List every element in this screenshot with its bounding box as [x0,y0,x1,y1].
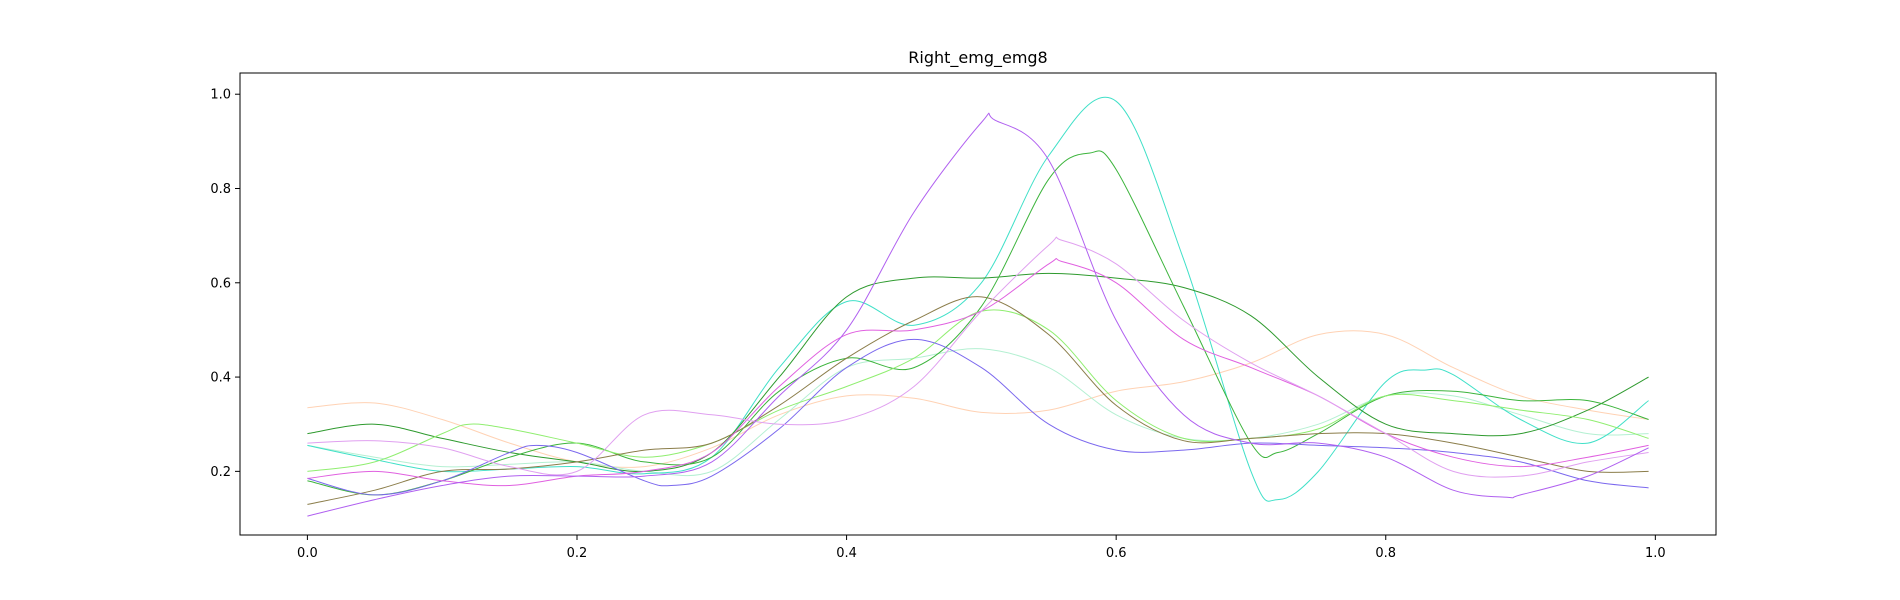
y-axis: 0.2 0.4 0.6 0.8 1.0 [210,88,240,480]
series-line-11 [307,112,1649,517]
series-line-9 [307,257,1649,487]
series-line-4 [307,272,1649,473]
series-line-1 [307,330,1649,468]
chart-title: Right_emg_emg8 [908,48,1047,68]
series-line-2 [307,348,1649,477]
x-tick-label: 0.8 [1375,546,1396,561]
x-tick-label: 0.2 [567,546,588,561]
series-line-3 [307,96,1649,502]
series-line-7 [307,296,1649,505]
plot-frame [239,72,1717,536]
y-tick-label: 0.4 [210,371,231,386]
series-line-10 [307,236,1649,478]
x-axis: 0.0 0.2 0.4 0.6 0.8 1.0 [297,535,1666,561]
x-tick-label: 0.0 [297,546,318,561]
series-line-6 [307,309,1649,472]
y-tick-label: 0.2 [210,465,231,480]
y-tick-label: 0.8 [210,182,231,197]
y-tick-label: 1.0 [210,88,231,103]
x-tick-label: 0.4 [836,546,857,561]
y-tick-label: 0.6 [210,276,231,291]
series-line-5 [307,150,1649,496]
series-line-8 [307,338,1649,496]
x-tick-label: 0.6 [1106,546,1127,561]
series-lines [307,96,1649,517]
x-tick-label: 1.0 [1645,546,1666,561]
